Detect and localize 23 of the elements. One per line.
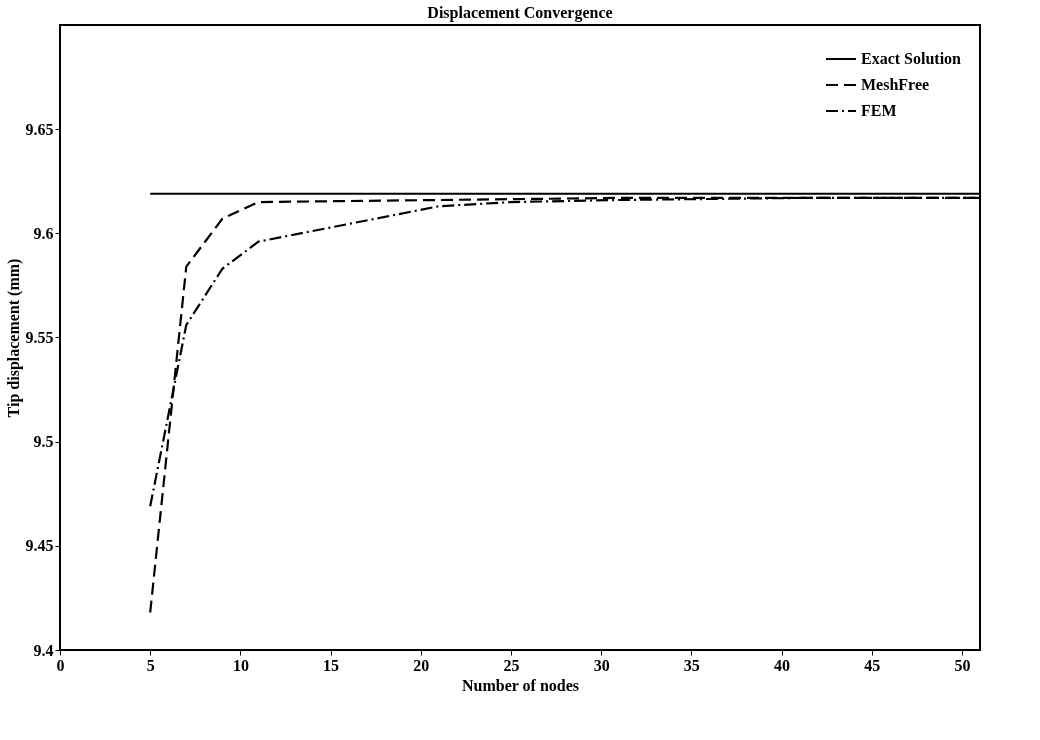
legend-label: MeshFree — [861, 76, 930, 93]
y-tick-label: 9.5 — [33, 433, 54, 451]
y-tick-label: 9.6 — [33, 224, 54, 242]
x-tick-label: 15 — [323, 656, 340, 674]
y-tick-label: 9.4 — [33, 641, 54, 659]
legend-label: Exact Solution — [861, 50, 962, 67]
x-tick-label: 40 — [774, 656, 791, 674]
y-axis-title: Tip displacement (mm) — [4, 258, 23, 418]
x-tick-label: 35 — [683, 656, 700, 674]
x-axis-title: Number of nodes — [461, 676, 580, 694]
x-tick-label: 20 — [413, 656, 430, 674]
x-tick-label: 10 — [232, 656, 249, 674]
x-tick-label: 30 — [593, 656, 610, 674]
chart-title: Displacement Convergence — [427, 4, 613, 22]
x-tick-label: 0 — [56, 656, 65, 674]
x-tick-label: 45 — [864, 656, 881, 674]
y-tick-label: 9.65 — [25, 120, 54, 138]
x-tick-label: 25 — [503, 656, 520, 674]
y-tick-label: 9.55 — [25, 329, 54, 346]
x-tick-label: 50 — [954, 656, 971, 674]
legend-label: FEM — [861, 102, 897, 119]
y-tick-label: 9.45 — [25, 537, 54, 555]
x-tick-label: 5 — [146, 656, 155, 674]
